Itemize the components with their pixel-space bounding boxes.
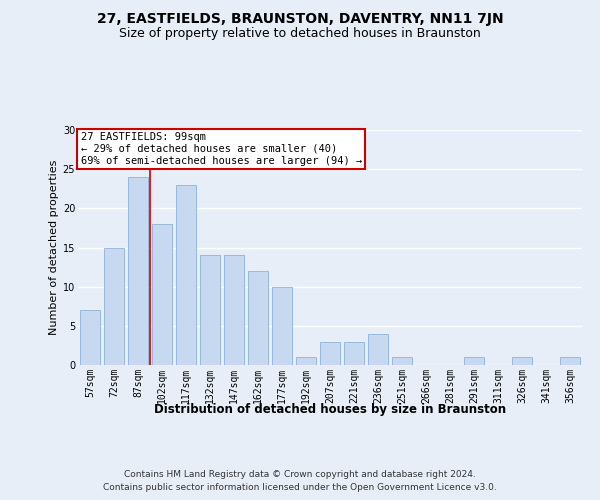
Bar	[80, 310, 100, 365]
Bar	[344, 342, 364, 365]
Bar	[392, 357, 412, 365]
Bar	[464, 357, 484, 365]
Bar	[248, 271, 268, 365]
Bar	[368, 334, 388, 365]
Bar	[176, 185, 196, 365]
Bar	[320, 342, 340, 365]
Text: Distribution of detached houses by size in Braunston: Distribution of detached houses by size …	[154, 402, 506, 415]
Bar	[152, 224, 172, 365]
Y-axis label: Number of detached properties: Number of detached properties	[49, 160, 59, 335]
Bar	[512, 357, 532, 365]
Bar	[560, 357, 580, 365]
Text: 27 EASTFIELDS: 99sqm
← 29% of detached houses are smaller (40)
69% of semi-detac: 27 EASTFIELDS: 99sqm ← 29% of detached h…	[80, 132, 362, 166]
Bar	[296, 357, 316, 365]
Bar	[200, 256, 220, 365]
Bar	[224, 256, 244, 365]
Text: Contains HM Land Registry data © Crown copyright and database right 2024.
Contai: Contains HM Land Registry data © Crown c…	[103, 470, 497, 492]
Text: 27, EASTFIELDS, BRAUNSTON, DAVENTRY, NN11 7JN: 27, EASTFIELDS, BRAUNSTON, DAVENTRY, NN1…	[97, 12, 503, 26]
Bar	[272, 286, 292, 365]
Bar	[104, 248, 124, 365]
Text: Size of property relative to detached houses in Braunston: Size of property relative to detached ho…	[119, 28, 481, 40]
Bar	[128, 177, 148, 365]
